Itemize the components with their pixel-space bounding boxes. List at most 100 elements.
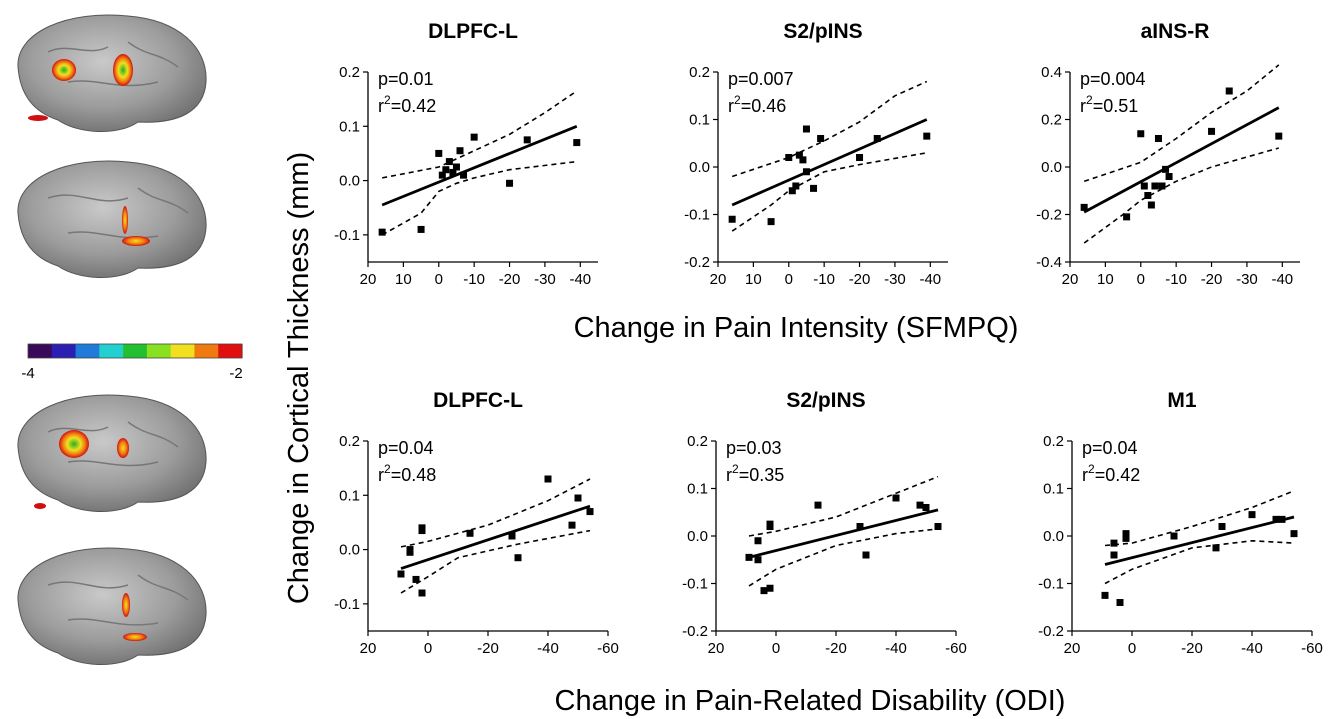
activation-blob <box>59 430 89 458</box>
regression-line <box>1083 106 1280 214</box>
data-point <box>412 575 420 583</box>
regression-line <box>731 118 928 207</box>
activation-blob <box>113 54 133 86</box>
data-point <box>916 501 924 509</box>
colorbar-segment <box>51 344 77 358</box>
x-tick-label: -60 <box>597 640 619 657</box>
p-value-label: p=0.03 <box>726 438 782 458</box>
data-point <box>754 537 762 545</box>
data-point <box>785 154 793 161</box>
data-point <box>1101 591 1109 599</box>
x-tick-label: -20 <box>849 271 871 288</box>
x-tick-label: -20 <box>499 271 521 288</box>
data-point <box>754 556 762 564</box>
data-point <box>418 527 426 535</box>
data-point <box>508 532 516 540</box>
y-tick-label: 0.1 <box>339 118 360 135</box>
activation-blob <box>123 633 147 641</box>
data-point <box>573 139 581 147</box>
data-point <box>767 218 775 226</box>
y-tick-label: -0.2 <box>684 254 710 271</box>
x-tick-label: -20 <box>477 640 499 657</box>
y-tick-label: 0.2 <box>339 433 360 450</box>
data-point <box>1162 165 1170 173</box>
y-tick-label: -0.2 <box>682 623 708 640</box>
data-point <box>1248 511 1256 519</box>
ci-lower-line <box>731 152 927 232</box>
data-point <box>514 554 522 562</box>
data-point <box>1154 135 1162 142</box>
data-point <box>1208 127 1216 135</box>
p-value-label: p=0.04 <box>1082 438 1138 458</box>
x-tick-label: 20 <box>360 271 377 288</box>
data-point <box>856 154 864 161</box>
data-point <box>1218 523 1226 530</box>
brain-image-4 <box>17 547 207 665</box>
x-tick-label: -10 <box>463 271 485 288</box>
y-tick-label: -0.1 <box>682 576 708 593</box>
activation-blob <box>122 206 128 234</box>
data-point <box>862 551 870 559</box>
ci-upper-line <box>748 475 939 537</box>
data-point <box>810 184 818 192</box>
regression-line <box>400 504 591 570</box>
y-tick-label: 0.1 <box>339 487 360 504</box>
chart-title: DLPFC-L <box>433 389 523 412</box>
ci-upper-line <box>400 478 591 548</box>
data-point <box>1080 203 1088 211</box>
y-tick-label: 0.4 <box>1041 64 1062 81</box>
ci-upper-line <box>1083 64 1280 183</box>
scatter-chart-6: -0.2 -0.1 0.0 0.1 0.2 20 0 -20 -40 -60 M1 p=0.04 r2=… <box>1038 389 1323 657</box>
data-point <box>418 589 426 597</box>
data-point <box>1170 532 1178 540</box>
chart-title: S2/pINS <box>786 389 865 412</box>
colorbar-segment <box>146 344 172 358</box>
x-tick-label: 20 <box>708 640 725 657</box>
x-tick-label: 10 <box>745 271 762 288</box>
x-tick-label: -40 <box>919 271 941 288</box>
x-tick-label: -40 <box>1241 640 1263 657</box>
y-tick-label: -0.2 <box>1038 623 1064 640</box>
x-tick-label: 0 <box>435 271 443 288</box>
data-point <box>586 508 594 516</box>
data-point <box>788 187 796 195</box>
data-point <box>574 494 582 502</box>
regression-line <box>748 508 939 559</box>
y-tick-label: 0.2 <box>689 64 710 81</box>
brain-image-3 <box>17 394 207 512</box>
x-tick-label: -60 <box>1301 640 1323 657</box>
colorbar-segment <box>194 344 219 358</box>
activation-blob <box>52 59 76 81</box>
x-tick-label: -20 <box>825 640 847 657</box>
r-squared-label: r2=0.35 <box>726 462 784 485</box>
data-point <box>1290 530 1298 538</box>
y-tick-label: 0.0 <box>1043 528 1064 545</box>
data-point <box>1158 182 1166 190</box>
data-point <box>452 163 460 171</box>
x-tick-label: -60 <box>945 640 967 657</box>
x-tick-label: -30 <box>534 271 556 288</box>
x-tick-label: 0 <box>1137 271 1145 288</box>
data-point <box>1278 515 1286 523</box>
row-1-x-label: Change in Pain Intensity (SFMPQ) <box>574 312 1019 344</box>
data-point <box>1151 182 1159 190</box>
chart-title: M1 <box>1167 389 1196 412</box>
data-point <box>456 147 464 155</box>
regression-line <box>1104 515 1295 566</box>
y-tick-label: -0.2 <box>1036 207 1062 224</box>
y-tick-label: 0.0 <box>689 159 710 176</box>
x-tick-label: 0 <box>772 640 780 657</box>
data-point <box>1212 544 1220 552</box>
x-tick-label: 0 <box>424 640 432 657</box>
chart-title: DLPFC-L <box>428 20 518 43</box>
data-point <box>544 475 552 483</box>
y-axis-label: Change in Cortical Thickness (mm) <box>283 152 315 604</box>
data-point <box>506 179 514 187</box>
data-point <box>814 501 822 509</box>
data-point <box>470 133 478 141</box>
data-point <box>799 156 807 164</box>
y-tick-label: 0.2 <box>687 433 708 450</box>
y-tick-label: 0.0 <box>1041 159 1062 176</box>
regression-line <box>381 124 578 207</box>
colorbar-segment <box>28 344 53 358</box>
